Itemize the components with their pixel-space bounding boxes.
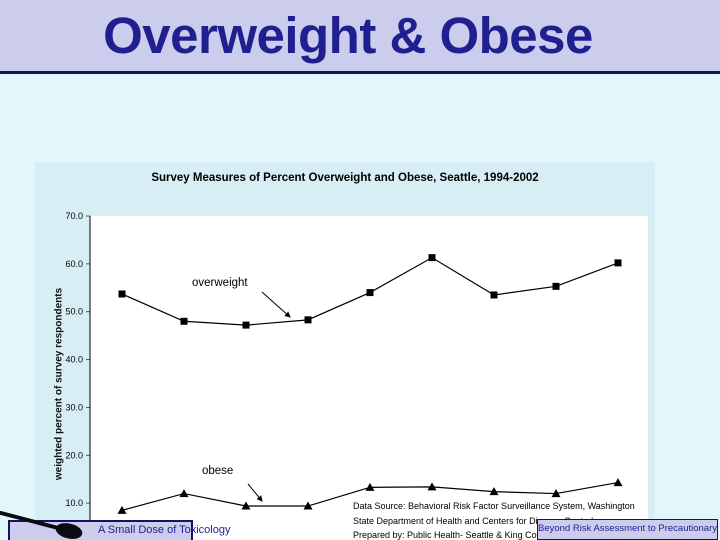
data-source-note: Data Source: Behavioral Risk Factor Surv… bbox=[353, 499, 635, 540]
marker-triangle-obese bbox=[117, 505, 127, 514]
chart-plot: 0.010.020.030.040.050.060.070.0199419951… bbox=[65, 211, 648, 540]
y-tick-label: 10.0 bbox=[65, 498, 83, 508]
y-axis-title: weighted percent of survey respondents bbox=[53, 287, 65, 481]
marker-triangle-obese bbox=[489, 487, 499, 496]
data-source-line: Prepared by: Public Health- Seattle & Ki… bbox=[353, 530, 599, 540]
marker-triangle-obese bbox=[303, 501, 313, 510]
spoon-icon bbox=[0, 511, 83, 539]
annotation-arrow-overweight bbox=[261, 291, 291, 318]
footer-left-label: A Small Dose of Toxicology bbox=[98, 524, 231, 536]
marker-square-overweight bbox=[304, 316, 312, 324]
y-tick-label: 50.0 bbox=[65, 307, 83, 317]
chart-image: 0.010.020.030.040.050.060.070.0199419951… bbox=[35, 162, 655, 540]
y-tick-label: 20.0 bbox=[65, 450, 83, 460]
marker-triangle-obese bbox=[427, 482, 437, 491]
marker-square-overweight bbox=[428, 254, 436, 262]
series-label-overweight: overweight bbox=[192, 277, 248, 289]
marker-triangle-obese bbox=[365, 482, 375, 491]
marker-triangle-obese bbox=[241, 501, 251, 510]
marker-triangle-obese bbox=[179, 489, 189, 498]
annotation-arrow-obese bbox=[247, 483, 263, 502]
y-tick-label: 30.0 bbox=[65, 402, 83, 412]
title-bar: Overweight & Obese bbox=[0, 0, 720, 71]
marker-square-overweight bbox=[366, 289, 374, 297]
data-source-line: State Department of Health and Centers f… bbox=[353, 515, 594, 526]
plot-area bbox=[90, 216, 648, 540]
marker-square-overweight bbox=[242, 321, 250, 329]
marker-triangle-obese bbox=[551, 489, 561, 498]
y-tick-label: 60.0 bbox=[65, 259, 83, 269]
title-divider bbox=[0, 71, 720, 74]
chart-title: Survey Measures of Percent Overweight an… bbox=[151, 172, 539, 184]
footer-right-box: Beyond Risk Assessment to Precautionary bbox=[537, 519, 718, 540]
marker-triangle-obese bbox=[613, 478, 623, 487]
slide-title: Overweight & Obese bbox=[103, 7, 593, 64]
series-label-obese: obese bbox=[202, 465, 233, 477]
marker-square-overweight bbox=[180, 317, 188, 325]
content-area: 0.010.020.030.040.050.060.070.0199419951… bbox=[0, 74, 720, 540]
data-source-line: Data Source: Behavioral Risk Factor Surv… bbox=[353, 501, 635, 511]
marker-square-overweight bbox=[614, 259, 622, 267]
y-tick-label: 70.0 bbox=[65, 211, 83, 221]
y-tick-label: 40.0 bbox=[65, 355, 83, 365]
marker-square-overweight bbox=[118, 290, 126, 298]
marker-square-overweight bbox=[552, 282, 560, 290]
marker-square-overweight bbox=[490, 291, 498, 299]
